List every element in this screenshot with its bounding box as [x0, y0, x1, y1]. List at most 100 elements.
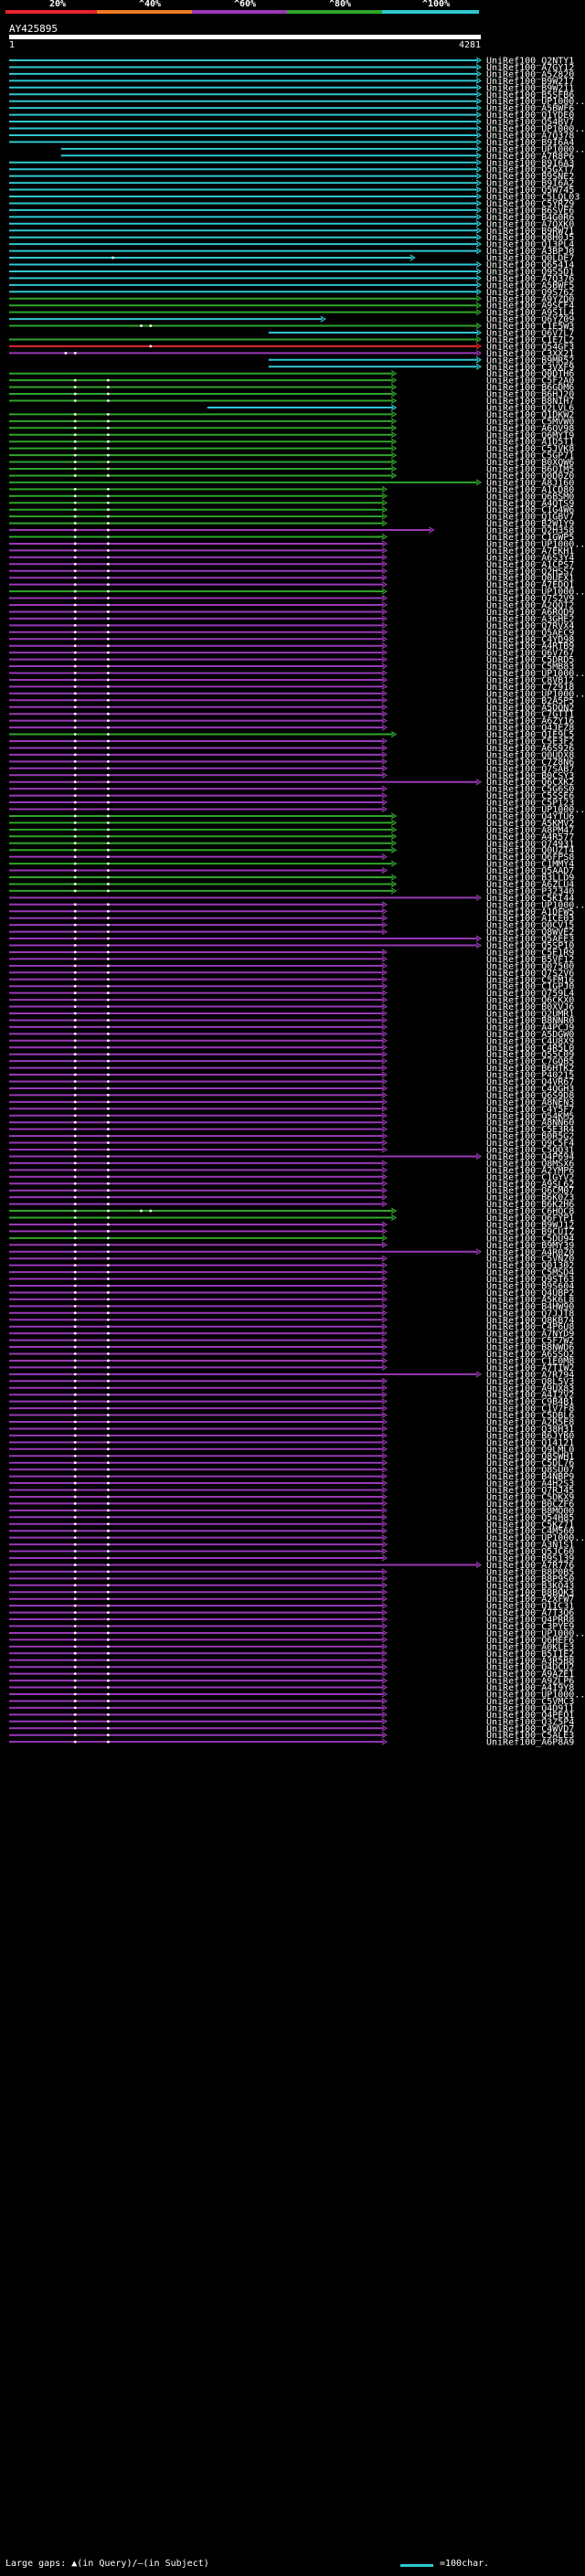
hit-row[interactable]: UniRef100_Q2HSS7: [9, 567, 574, 577]
hit-row[interactable]: UniRef100_B3KQ43: [9, 1581, 574, 1591]
hit-label[interactable]: UniRef100_A6S3Y4: [486, 553, 574, 563]
hit-label[interactable]: UniRef100_B9W211: [486, 83, 574, 93]
hit-label[interactable]: UniRef100_C5SSE6: [486, 791, 574, 801]
hit-label[interactable]: UniRef100_Q13PL4: [486, 240, 574, 250]
hit-label[interactable]: UniRef100_A7EDQ1: [486, 580, 574, 590]
hit-label[interactable]: UniRef100_Q3Z5P4: [486, 1717, 574, 1727]
hit-row[interactable]: UniRef100_UP1000...: [9, 588, 585, 598]
hit-label[interactable]: UniRef100_B8MQ00: [486, 1506, 574, 1516]
hit-label[interactable]: UniRef100_C1E7L2: [486, 335, 574, 345]
hit-label[interactable]: UniRef100_UP1000...: [486, 124, 585, 134]
hit-row[interactable]: UniRef100_Q5JC60: [9, 1547, 574, 1557]
hit-label[interactable]: UniRef100_Q4PEQ1: [486, 1711, 574, 1721]
hit-label[interactable]: UniRef100_Q0UEX1: [486, 574, 574, 584]
hit-label[interactable]: UniRef100_Q5AAD7: [486, 866, 574, 876]
hit-label[interactable]: UniRef100_Q4UBP2: [486, 1288, 574, 1299]
hit-label[interactable]: UniRef100_C5KZ71: [486, 1520, 574, 1530]
hit-row[interactable]: UniRef100_A7Q376: [9, 274, 574, 284]
hit-label[interactable]: UniRef100_C5MVW0: [486, 417, 574, 427]
hit-row[interactable]: UniRef100_C4YD98: [9, 635, 574, 645]
hit-label[interactable]: UniRef100_Q5JC60: [486, 1547, 574, 1557]
hit-label[interactable]: UniRef100_A7Q378: [486, 131, 574, 141]
hit-label[interactable]: UniRef100_C5YRZ9: [486, 199, 574, 209]
hit-label[interactable]: UniRef100_B0XVJ6: [486, 1002, 574, 1012]
hit-row[interactable]: UniRef100_B6K0Z3: [9, 1193, 574, 1203]
hit-row[interactable]: UniRef100_A4QTS9: [9, 499, 574, 509]
hit-label[interactable]: UniRef100_C1MMY4: [486, 860, 574, 870]
hit-row[interactable]: UniRef100_C4P6U8: [9, 1322, 574, 1332]
hit-row[interactable]: UniRef100_A9S1L4: [9, 308, 574, 318]
hit-row[interactable]: UniRef100_B0XVJ6: [9, 1002, 574, 1012]
hit-label[interactable]: UniRef100_Q6FPS8: [486, 853, 574, 863]
hit-label[interactable]: UniRef100_Q1YDE0: [486, 111, 574, 121]
hit-label[interactable]: UniRef100_C5G6S0: [486, 785, 574, 795]
hit-label[interactable]: UniRef100_Q0D0Z0: [486, 472, 574, 482]
hit-label[interactable]: UniRef100_A2YMP6: [486, 1166, 574, 1176]
hit-label[interactable]: UniRef100_Q4P694: [486, 1152, 574, 1162]
hit-label[interactable]: UniRef100_A0KLE3: [486, 1642, 574, 1652]
hit-row[interactable]: UniRef100_B0CSY3: [9, 771, 574, 781]
hit-label[interactable]: UniRef100_A9ZLP6: [486, 1677, 574, 1687]
hit-label[interactable]: UniRef100_Q9S762: [486, 288, 574, 298]
hit-label[interactable]: UniRef100_A6ZY16: [486, 716, 574, 726]
hit-row[interactable]: UniRef100_B9W211: [9, 83, 574, 93]
hit-label[interactable]: UniRef100_A6P8A9: [486, 1738, 574, 1748]
hit-label[interactable]: UniRef100_Q5SP10: [486, 941, 574, 951]
hit-row[interactable]: UniRef100_Q4JEZ8: [9, 724, 574, 734]
hit-row[interactable]: UniRef100_Q6YZ09: [9, 315, 574, 325]
hit-label[interactable]: UniRef100_B9I6A4: [486, 138, 574, 148]
hit-label[interactable]: UniRef100_Q2H358: [486, 526, 574, 536]
hit-label[interactable]: UniRef100_B9S139: [486, 1554, 574, 1564]
hit-label[interactable]: UniRef100_A8PM47: [486, 825, 574, 835]
hit-row[interactable]: UniRef100_A6ZY16: [9, 716, 574, 726]
hit-label[interactable]: UniRef100_Q4VR67: [486, 1077, 574, 1087]
hit-label[interactable]: UniRef100_C5F7W2: [486, 1336, 574, 1346]
hit-row[interactable]: UniRef100_Q55C09: [9, 1050, 574, 1060]
hit-label[interactable]: UniRef100_A3R5B8: [486, 1656, 574, 1666]
hit-row[interactable]: UniRef100_B8MQ00: [9, 1506, 574, 1516]
hit-label[interactable]: UniRef100_Q01302: [486, 1261, 574, 1271]
hit-label[interactable]: UniRef100_C4YD98: [486, 635, 574, 645]
hit-label[interactable]: UniRef100_Q6S9D8: [486, 1091, 574, 1101]
hit-label[interactable]: UniRef100_B6QIM5: [486, 465, 574, 475]
hit-row[interactable]: UniRef100_A1CE03: [9, 914, 574, 924]
hit-label[interactable]: UniRef100_B9I6A3: [486, 158, 574, 168]
hit-row[interactable]: UniRef100_Q0UZT4: [9, 846, 574, 856]
hit-label[interactable]: UniRef100_C1G4W6: [486, 505, 574, 515]
hit-row[interactable]: UniRef100_A7Q378: [9, 131, 574, 141]
hit-row[interactable]: UniRef100_A6RQD9: [9, 608, 574, 618]
hit-label[interactable]: UniRef100_A9UX83: [486, 1383, 574, 1394]
hit-row[interactable]: UniRef100_Q4D911: [9, 1703, 574, 1713]
hit-label[interactable]: UniRef100_P32340: [486, 886, 574, 896]
hit-row[interactable]: UniRef100_A4RTB9: [9, 641, 574, 652]
hit-label[interactable]: UniRef100_Q54GF3: [486, 342, 574, 352]
hit-row[interactable]: UniRef100_C1E0M8: [9, 1356, 574, 1366]
hit-label[interactable]: UniRef100_Q7RJ45: [486, 1486, 574, 1496]
hit-label[interactable]: UniRef100_Q4D911: [486, 1703, 574, 1713]
hit-label[interactable]: UniRef100_B8P9S0: [486, 1574, 574, 1585]
hit-label[interactable]: UniRef100_A5DGW0: [486, 1030, 574, 1040]
hit-row[interactable]: UniRef100_B6QIM5: [9, 465, 574, 475]
hit-row[interactable]: UniRef100_B4NBP9: [9, 1472, 574, 1482]
hit-label[interactable]: UniRef100_Q1DKW2: [486, 410, 574, 420]
hit-row[interactable]: UniRef100_A2YMP6: [9, 1166, 574, 1176]
hit-label[interactable]: UniRef100_Q0DTH6: [486, 369, 574, 379]
hit-row[interactable]: UniRef100_A2XFW7: [9, 1595, 574, 1605]
hit-row[interactable]: UniRef100_C5VNZ0: [9, 1255, 574, 1265]
hit-row[interactable]: UniRef100_A6ZLU4: [9, 880, 574, 890]
hit-row[interactable]: UniRef100_C4QGH3: [9, 1084, 574, 1094]
hit-row[interactable]: UniRef100_B5VF12: [9, 955, 574, 965]
hit-row[interactable]: UniRef100_A4R577: [9, 832, 574, 843]
hit-row[interactable]: UniRef100_A7R794: [9, 1370, 574, 1380]
hit-label[interactable]: UniRef100_Q9ST63: [486, 1275, 574, 1285]
hit-row[interactable]: UniRef100_UP1000...: [9, 1628, 585, 1638]
hit-label[interactable]: UniRef100_Q0UDX8: [486, 750, 574, 760]
hit-row[interactable]: UniRef100_Q5AEC9: [9, 628, 574, 638]
hit-row[interactable]: UniRef100_Q4P694: [9, 1152, 574, 1162]
hit-row[interactable]: UniRef100_A8J160: [9, 478, 574, 488]
hit-row[interactable]: UniRef100_Q54KM5: [9, 1111, 574, 1121]
hit-label[interactable]: UniRef100_B3LLD9: [486, 874, 574, 884]
hit-row[interactable]: UniRef100_B9RW71: [9, 227, 574, 237]
hit-label[interactable]: UniRef100_A9YZD0: [486, 294, 574, 304]
hit-label[interactable]: UniRef100_A1D5T1: [486, 438, 574, 448]
